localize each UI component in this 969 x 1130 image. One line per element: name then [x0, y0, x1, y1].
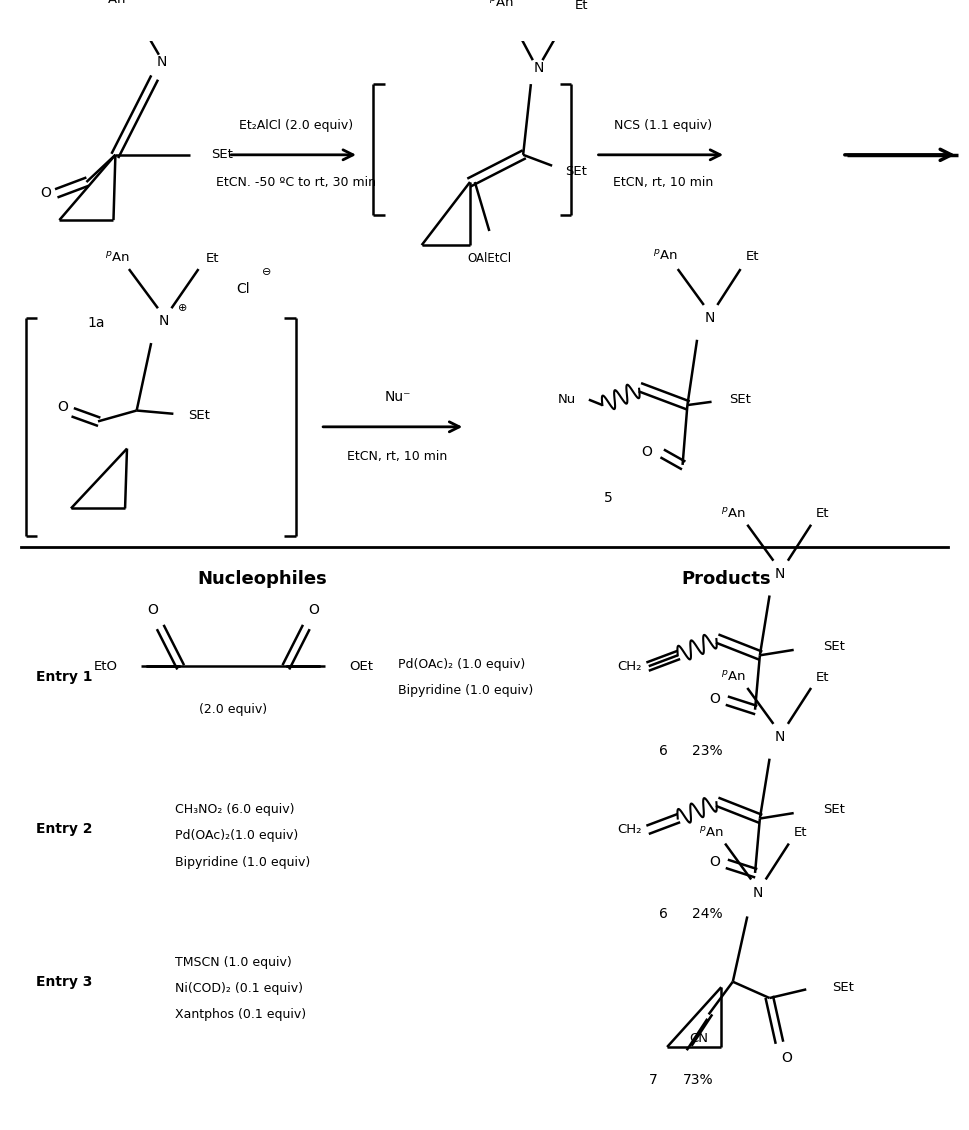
- Text: Entry 3: Entry 3: [36, 975, 92, 989]
- Text: 23%: 23%: [692, 744, 723, 758]
- Text: O: O: [641, 445, 652, 459]
- Text: 6: 6: [659, 907, 668, 921]
- Text: Nu: Nu: [557, 393, 576, 406]
- Text: Entry 2: Entry 2: [36, 823, 92, 836]
- Text: SEt: SEt: [565, 165, 587, 177]
- Text: Nu⁻: Nu⁻: [385, 391, 411, 405]
- Text: Pd(OAc)₂(1.0 equiv): Pd(OAc)₂(1.0 equiv): [175, 829, 298, 843]
- Text: Et₂AlCl (2.0 equiv): Et₂AlCl (2.0 equiv): [239, 119, 353, 132]
- Text: O: O: [57, 400, 68, 415]
- Text: Et: Et: [745, 250, 759, 262]
- Text: 24%: 24%: [692, 907, 723, 921]
- Text: Products: Products: [681, 571, 771, 588]
- Text: Cl: Cl: [236, 281, 250, 296]
- Text: O: O: [781, 1051, 793, 1064]
- Text: $^p$An: $^p$An: [105, 251, 130, 266]
- Text: Et: Et: [816, 507, 829, 521]
- Text: $^p$An: $^p$An: [489, 0, 515, 9]
- Text: $^p$An: $^p$An: [700, 826, 724, 840]
- Text: OAlEtCl: OAlEtCl: [467, 252, 512, 264]
- Text: NCS (1.1 equiv): NCS (1.1 equiv): [614, 119, 712, 132]
- Text: OEt: OEt: [349, 660, 373, 672]
- Text: $^p$An: $^p$An: [721, 670, 746, 684]
- Text: EtCN, rt, 10 min: EtCN, rt, 10 min: [348, 450, 448, 462]
- Text: 1a: 1a: [87, 316, 105, 330]
- Text: Et: Et: [575, 0, 588, 12]
- Text: O: O: [41, 186, 51, 200]
- Text: O: O: [308, 602, 319, 617]
- Text: Bipyridine (1.0 equiv): Bipyridine (1.0 equiv): [397, 684, 533, 696]
- Text: SEt: SEt: [823, 803, 845, 816]
- Text: N: N: [775, 730, 785, 744]
- Text: N: N: [704, 311, 715, 325]
- Text: N: N: [775, 567, 785, 581]
- Text: Xantphos (0.1 equiv): Xantphos (0.1 equiv): [175, 1008, 306, 1020]
- Text: N: N: [157, 55, 167, 69]
- Text: SEt: SEt: [832, 981, 855, 993]
- Text: SEt: SEt: [189, 409, 210, 423]
- Text: EtCN. -50 ºC to rt, 30 min: EtCN. -50 ºC to rt, 30 min: [216, 175, 376, 189]
- Text: Entry 1: Entry 1: [36, 670, 92, 684]
- Text: Bipyridine (1.0 equiv): Bipyridine (1.0 equiv): [175, 855, 310, 869]
- Text: Nucleophiles: Nucleophiles: [198, 571, 328, 588]
- Text: Et: Et: [794, 826, 807, 840]
- Text: Ni(COD)₂ (0.1 equiv): Ni(COD)₂ (0.1 equiv): [175, 982, 303, 994]
- Text: CH₂: CH₂: [617, 660, 641, 672]
- Text: $^p$An: $^p$An: [653, 249, 677, 263]
- Text: ⊕: ⊕: [178, 303, 188, 313]
- Text: CH₃NO₂ (6.0 equiv): CH₃NO₂ (6.0 equiv): [175, 803, 295, 816]
- Text: EtO: EtO: [93, 660, 117, 672]
- Text: O: O: [709, 692, 720, 706]
- Text: N: N: [753, 886, 764, 899]
- Text: SEt: SEt: [823, 640, 845, 653]
- Text: 73%: 73%: [682, 1072, 713, 1087]
- Text: N: N: [159, 314, 169, 329]
- Text: 7: 7: [649, 1072, 658, 1087]
- Text: SEt: SEt: [730, 393, 752, 406]
- Text: O: O: [147, 602, 159, 617]
- Text: (2.0 equiv): (2.0 equiv): [200, 703, 267, 716]
- Text: $^p$An: $^p$An: [101, 0, 126, 7]
- Text: Pd(OAc)₂ (1.0 equiv): Pd(OAc)₂ (1.0 equiv): [397, 658, 525, 670]
- Text: EtCN, rt, 10 min: EtCN, rt, 10 min: [613, 175, 713, 189]
- Text: 5: 5: [604, 490, 612, 505]
- Text: CH₂: CH₂: [617, 823, 641, 836]
- Text: Et: Et: [205, 252, 219, 264]
- Text: Et: Et: [816, 670, 829, 684]
- Text: TMSCN (1.0 equiv): TMSCN (1.0 equiv): [175, 956, 292, 968]
- Text: $^p$An: $^p$An: [721, 507, 746, 521]
- Text: ⊖: ⊖: [263, 268, 271, 277]
- Text: SEt: SEt: [210, 148, 233, 162]
- Text: N: N: [533, 61, 544, 75]
- Text: CN: CN: [690, 1032, 708, 1045]
- Text: 6: 6: [659, 744, 668, 758]
- Text: O: O: [709, 855, 720, 869]
